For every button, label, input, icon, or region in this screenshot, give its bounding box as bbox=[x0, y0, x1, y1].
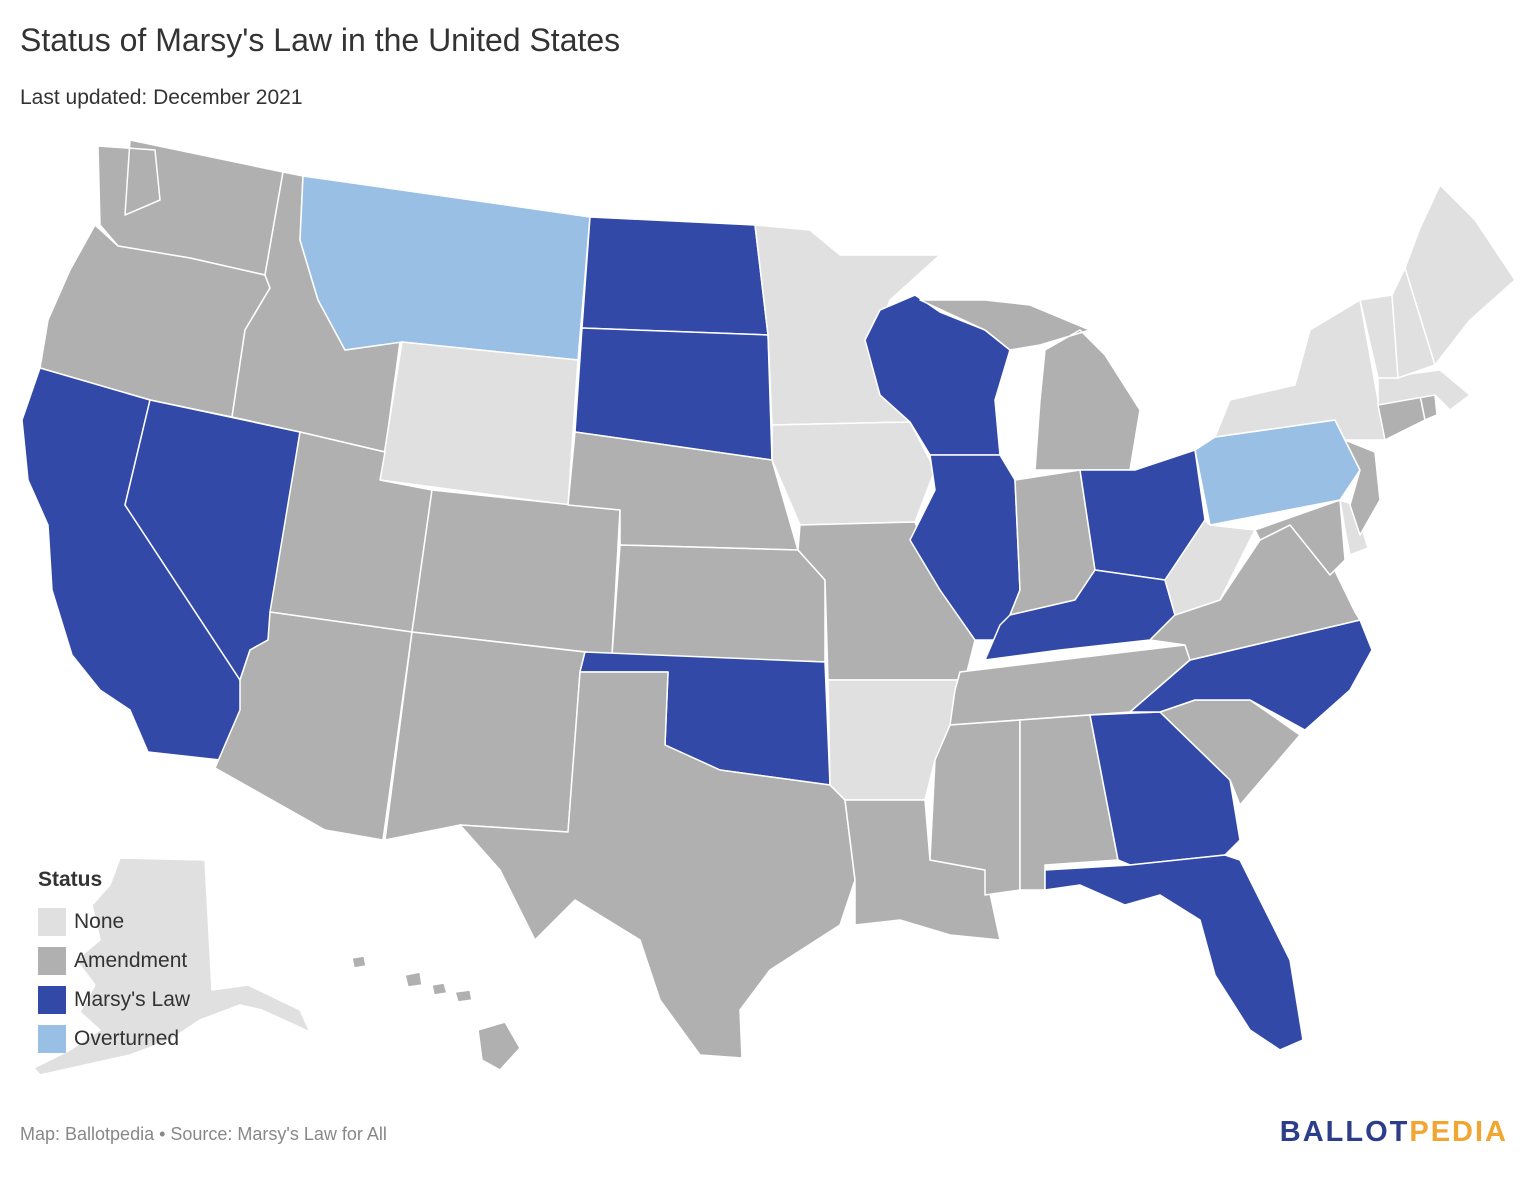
legend-swatch-marsys-law bbox=[38, 985, 66, 1014]
state-new-mexico[interactable] bbox=[384, 631, 586, 841]
legend-label: Marsy's Law bbox=[74, 987, 191, 1011]
state-illinois[interactable] bbox=[909, 454, 1021, 641]
brand-pedia: PEDIA bbox=[1409, 1116, 1508, 1148]
state-maine[interactable] bbox=[1404, 184, 1516, 366]
source-credit: Map: Ballotpedia • Source: Marsy's Law f… bbox=[20, 1124, 387, 1144]
legend-label: Overturned bbox=[74, 1026, 180, 1050]
state-wisconsin[interactable] bbox=[864, 294, 1011, 456]
legend-label: None bbox=[74, 909, 125, 933]
legend-item-none: None bbox=[38, 902, 190, 941]
state-hawaii[interactable] bbox=[351, 955, 521, 1071]
state-new-york[interactable] bbox=[1214, 299, 1386, 441]
state-north-dakota[interactable] bbox=[581, 216, 769, 336]
legend-swatch-none bbox=[38, 907, 66, 936]
legend: Status None Amendment Marsy's Law Overtu… bbox=[38, 868, 190, 1058]
ballotpedia-logo: BALLOTPEDIA bbox=[1280, 1116, 1508, 1149]
state-kansas[interactable] bbox=[611, 544, 826, 663]
state-alaska[interactable] bbox=[33, 857, 311, 1076]
state-massachusetts[interactable] bbox=[1377, 369, 1471, 411]
brand-ballot: BALLOT bbox=[1279, 1116, 1410, 1148]
legend-title: Status bbox=[38, 868, 103, 891]
legend-swatch-overturned bbox=[38, 1024, 66, 1053]
map-subtitle: Last updated: December 2021 bbox=[20, 86, 303, 109]
state-new-jersey[interactable] bbox=[1344, 439, 1381, 536]
state-west-virginia[interactable] bbox=[1164, 519, 1256, 616]
state-iowa[interactable] bbox=[771, 421, 936, 526]
legend-item-amendment: Amendment bbox=[38, 941, 190, 980]
legend-swatch-amendment bbox=[38, 946, 66, 975]
state-texas[interactable] bbox=[459, 671, 856, 1059]
state-florida[interactable] bbox=[1044, 854, 1304, 1051]
state-wyoming[interactable] bbox=[379, 341, 579, 506]
state-colorado[interactable] bbox=[411, 489, 621, 656]
state-louisiana[interactable] bbox=[844, 799, 1001, 941]
map-title: Status of Marsy's Law in the United Stat… bbox=[20, 22, 621, 58]
legend-item-marsys-law: Marsy's Law bbox=[38, 980, 190, 1019]
state-arizona[interactable] bbox=[214, 611, 413, 841]
legend-item-overturned: Overturned bbox=[38, 1019, 190, 1058]
legend-label: Amendment bbox=[74, 948, 188, 972]
state-montana[interactable] bbox=[299, 175, 591, 361]
